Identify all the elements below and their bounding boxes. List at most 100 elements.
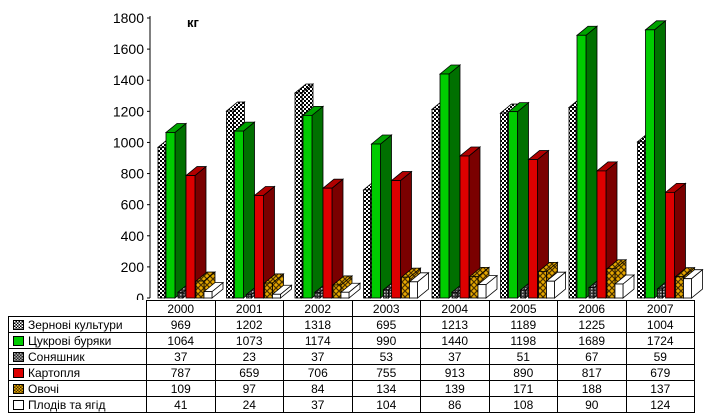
legend-entry: Соняшник <box>8 348 147 365</box>
data-label: 787 <box>146 364 216 381</box>
bar <box>254 195 264 299</box>
data-label: 890 <box>488 364 558 381</box>
bar <box>195 280 205 299</box>
legend-swatch <box>13 383 24 394</box>
data-label: 23 <box>214 348 284 365</box>
bar <box>459 155 470 299</box>
data-label: 1724 <box>625 332 695 349</box>
bar <box>431 108 440 299</box>
data-label: 1225 <box>557 316 627 333</box>
bar <box>528 159 538 299</box>
data-label: 84 <box>283 380 353 397</box>
data-label: 706 <box>283 364 353 381</box>
bar <box>340 291 350 299</box>
data-label: 1198 <box>488 332 558 349</box>
legend-label: Соняшник <box>28 349 85 364</box>
data-label: 41 <box>146 396 216 413</box>
x-tick-label: 2003 <box>351 300 421 317</box>
x-tick-label: 2000 <box>146 300 216 317</box>
y-tick-label: 1400 <box>113 72 144 88</box>
bar <box>683 278 692 299</box>
data-label: 1202 <box>214 316 284 333</box>
bar-chart: 0 200 400 600 800 1000 1200 1400 1600 1800 кг <box>113 10 704 300</box>
y-tick-label: 1000 <box>113 134 144 150</box>
legend-label: Картопля <box>28 365 81 380</box>
bar <box>439 73 450 299</box>
bar-side <box>517 101 529 299</box>
bar-side <box>311 105 324 299</box>
y-tick-label: 1200 <box>113 103 144 119</box>
legend-entry: Плодів та ягід <box>8 396 147 413</box>
bar <box>363 189 371 299</box>
data-label: 1189 <box>488 316 558 333</box>
bar-side <box>654 19 666 299</box>
data-label: 24 <box>214 396 284 413</box>
bar <box>234 130 244 299</box>
y-tick-label: 1600 <box>113 41 144 57</box>
data-label: 37 <box>283 396 353 413</box>
bar <box>322 187 333 299</box>
data-label: 1073 <box>214 332 284 349</box>
data-label: 1318 <box>283 316 353 333</box>
data-label: 1004 <box>625 316 695 333</box>
bar <box>614 283 624 299</box>
data-label: 1440 <box>420 332 490 349</box>
data-label: 134 <box>351 380 421 397</box>
bar <box>246 294 252 299</box>
data-label: 139 <box>420 380 490 397</box>
data-label: 188 <box>557 380 627 397</box>
data-label: 137 <box>625 380 695 397</box>
data-label: 171 <box>488 380 558 397</box>
bar <box>165 132 176 299</box>
bar-side <box>243 121 255 299</box>
bar <box>665 191 675 299</box>
bar <box>226 110 234 299</box>
data-label: 59 <box>625 348 695 365</box>
data-label: 990 <box>351 332 421 349</box>
y-tick-label: 1800 <box>113 10 144 26</box>
table-row: Овочі 109 97 84 134 139 171 188 137 <box>8 380 695 397</box>
table-row: Цукрові буряки 1064 1073 1174 990 1440 1198 168… <box>8 332 695 349</box>
data-label: 695 <box>351 316 421 333</box>
data-label: 97 <box>214 380 284 397</box>
bar <box>272 293 281 299</box>
data-label: 1213 <box>420 316 490 333</box>
bar <box>568 107 577 299</box>
data-label: 90 <box>557 396 627 413</box>
bar <box>409 281 418 299</box>
y-tick-label: 400 <box>121 228 145 244</box>
data-label: 86 <box>420 396 490 413</box>
bar <box>401 276 410 299</box>
legend-swatch <box>13 351 24 362</box>
y-tick-label: 0 <box>136 290 144 300</box>
bar <box>508 111 518 299</box>
bar <box>302 114 313 299</box>
bar <box>264 282 273 299</box>
bar <box>576 34 587 299</box>
data-label: 37 <box>146 348 216 365</box>
x-tick-label: 2004 <box>420 300 490 317</box>
data-label: 1064 <box>146 332 216 349</box>
bar <box>332 284 342 299</box>
table-row: Плодів та ягід 41 24 37 104 86 108 90 124 <box>8 396 695 413</box>
data-label: 969 <box>146 316 216 333</box>
data-label: 817 <box>557 364 627 381</box>
bar <box>675 276 684 299</box>
legend-entry: Цукрові буряки <box>8 332 147 349</box>
y-tick-label: 600 <box>121 197 145 213</box>
bar-side <box>174 122 187 299</box>
legend-entry: Картопля <box>8 364 147 381</box>
bar <box>520 289 526 299</box>
data-label: 108 <box>488 396 558 413</box>
legend-label: Овочі <box>28 381 59 396</box>
bar <box>477 284 487 299</box>
data-label: 1689 <box>557 332 627 349</box>
bar <box>606 268 616 299</box>
data-label: 679 <box>625 364 695 381</box>
y-tick-label: 800 <box>121 166 145 182</box>
x-tick-label: 2005 <box>488 300 558 317</box>
bar <box>177 291 184 299</box>
legend-label: Плодів та ягід <box>28 397 106 412</box>
bar <box>451 291 458 299</box>
bar <box>645 29 655 299</box>
